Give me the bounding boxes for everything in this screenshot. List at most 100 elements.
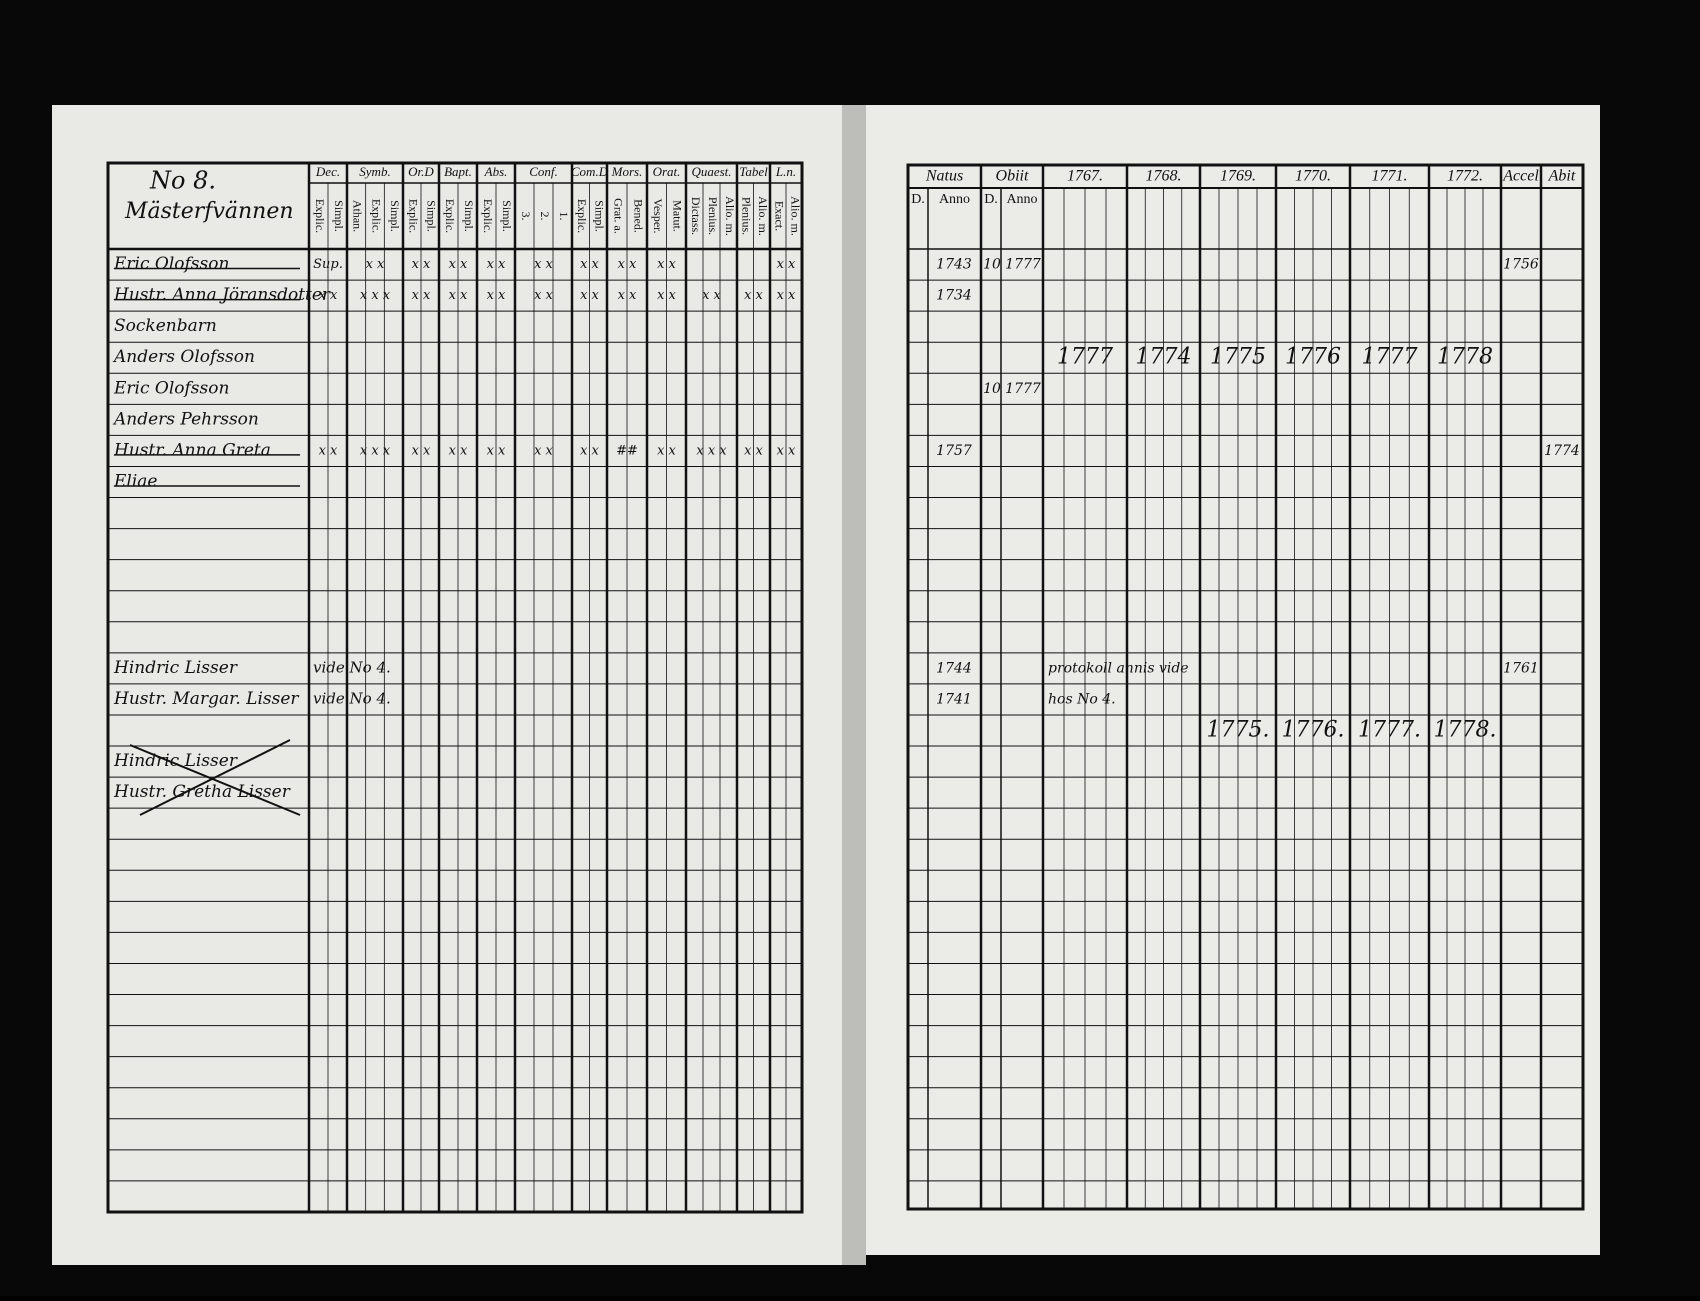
note: protokoll annis vide [1048,660,1189,676]
column-header: Abit [1548,168,1576,185]
written-year: 1774 [1136,345,1192,370]
place-name: Mästerfvännen [124,199,294,224]
exam-mark: x x [534,443,553,458]
exam-mark: x x [319,443,338,458]
person-name: Anders Pehrsson [112,409,259,429]
column-subheader: Bened. [631,199,645,233]
column-header: Tabel [739,164,768,179]
person-name: Hindric Lisser [113,658,238,678]
column-header: 1772. [1447,168,1483,185]
exam-mark: x x [534,257,553,272]
column-subheader: Simpl. [332,200,346,232]
column-header: Quaest. [691,164,731,179]
death-day: 10 [983,381,1001,397]
exam-mark: ## [616,443,638,458]
exam-mark: x x [487,288,506,303]
column-header: Mors. [611,164,643,179]
exam-mark: x x [618,288,637,303]
column-subheader: Explic. [313,199,327,233]
exam-mark: x x [702,288,721,303]
column-header: Symb. [359,164,390,179]
exam-mark: x x [449,288,468,303]
column-header: 1771. [1372,168,1408,185]
left-page [52,105,852,1265]
column-header: Dec. [315,164,340,179]
column-subheader: Explic. [369,199,383,233]
person-name: Anders Olofsson [112,347,255,367]
column-header: 1769. [1220,168,1256,185]
exam-mark: x x [412,443,431,458]
person-name: Hustr. Anna Greta [113,440,271,460]
column-header: Or.D [408,164,434,179]
person-name: Hustr. Anna Jöransdotter [113,285,331,305]
column-subheader: Alio. m. [788,196,802,236]
column-subheader: D. [911,192,925,207]
written-year: 1776 [1285,345,1341,370]
death-year: 1777 [1005,381,1041,397]
column-subheader: Explic. [481,199,495,233]
person-name: Eric Olofsson [113,378,229,398]
arrival-year: 1756 [1503,257,1539,273]
arrival-year: 1761 [1503,660,1539,676]
death-day: 10 [983,257,1001,273]
column-header: Natus [925,168,963,185]
column-subheader: Plenius. [706,197,720,235]
exam-mark: x x [412,288,431,303]
column-header: Abs. [484,164,508,179]
exam-mark: x x x [360,288,391,303]
column-subheader: Simpl. [388,200,402,232]
exam-mark: x x [744,288,763,303]
exam-mark: x x [777,288,796,303]
column-header: Conf. [529,164,558,179]
exam-mark: x x [580,443,599,458]
birth-year: 1743 [936,257,972,273]
exam-mark: x x [777,257,796,272]
exam-mark: x x [657,443,676,458]
exam-mark: x x x [696,443,727,458]
written-year: 1777. [1358,718,1421,743]
exam-mark: x x [580,288,599,303]
exam-mark: x x [657,257,676,272]
exam-mark: x x x [360,443,391,458]
person-name: Hindric Lisser [113,751,238,771]
column-header: Accel [1502,168,1539,185]
note: hos No 4. [1048,691,1116,707]
column-header: 1770. [1295,168,1331,185]
right-frame [906,163,1585,1211]
column-subheader: 2. [538,212,552,221]
column-header: 1767. [1067,168,1103,185]
person-name: Eric Olofsson [113,254,229,274]
column-subheader: Simpl. [593,200,607,232]
exam-mark: x x [449,443,468,458]
exam-mark: x x [580,257,599,272]
column-header: L.n. [775,164,796,179]
exam-mark: x x [744,443,763,458]
birth-year: 1757 [936,443,972,459]
reference: vide No 4. [313,689,391,707]
column-subheader: Anno [1006,192,1037,207]
column-header: Bapt. [444,164,472,179]
column-subheader: Grat. a. [611,198,625,234]
exam-mark: x x [657,288,676,303]
person-name: Sockenbarn [114,316,217,336]
cross-out [129,744,301,816]
birth-year: 1741 [936,691,972,707]
register-number: No 8. [149,167,216,195]
exam-mark: x x [534,288,553,303]
column-subheader: 1. [557,212,571,221]
written-year: 1777 [1057,345,1113,370]
column-subheader: 3. [519,212,533,221]
column-subheader: Alio. m. [756,196,770,236]
written-year: 1778. [1434,718,1497,743]
column-subheader: Matut. [671,200,685,232]
written-year: 1777 [1362,345,1418,370]
written-year: 1776. [1282,718,1345,743]
column-header: Orat. [653,164,681,179]
column-subheader: Dictass. [689,197,703,235]
exam-mark: x x [487,443,506,458]
column-subheader: Explic. [406,199,420,233]
person-name: Eliae [113,471,157,491]
column-subheader: Alio. m. [723,196,737,236]
column-header: 1768. [1146,168,1182,185]
